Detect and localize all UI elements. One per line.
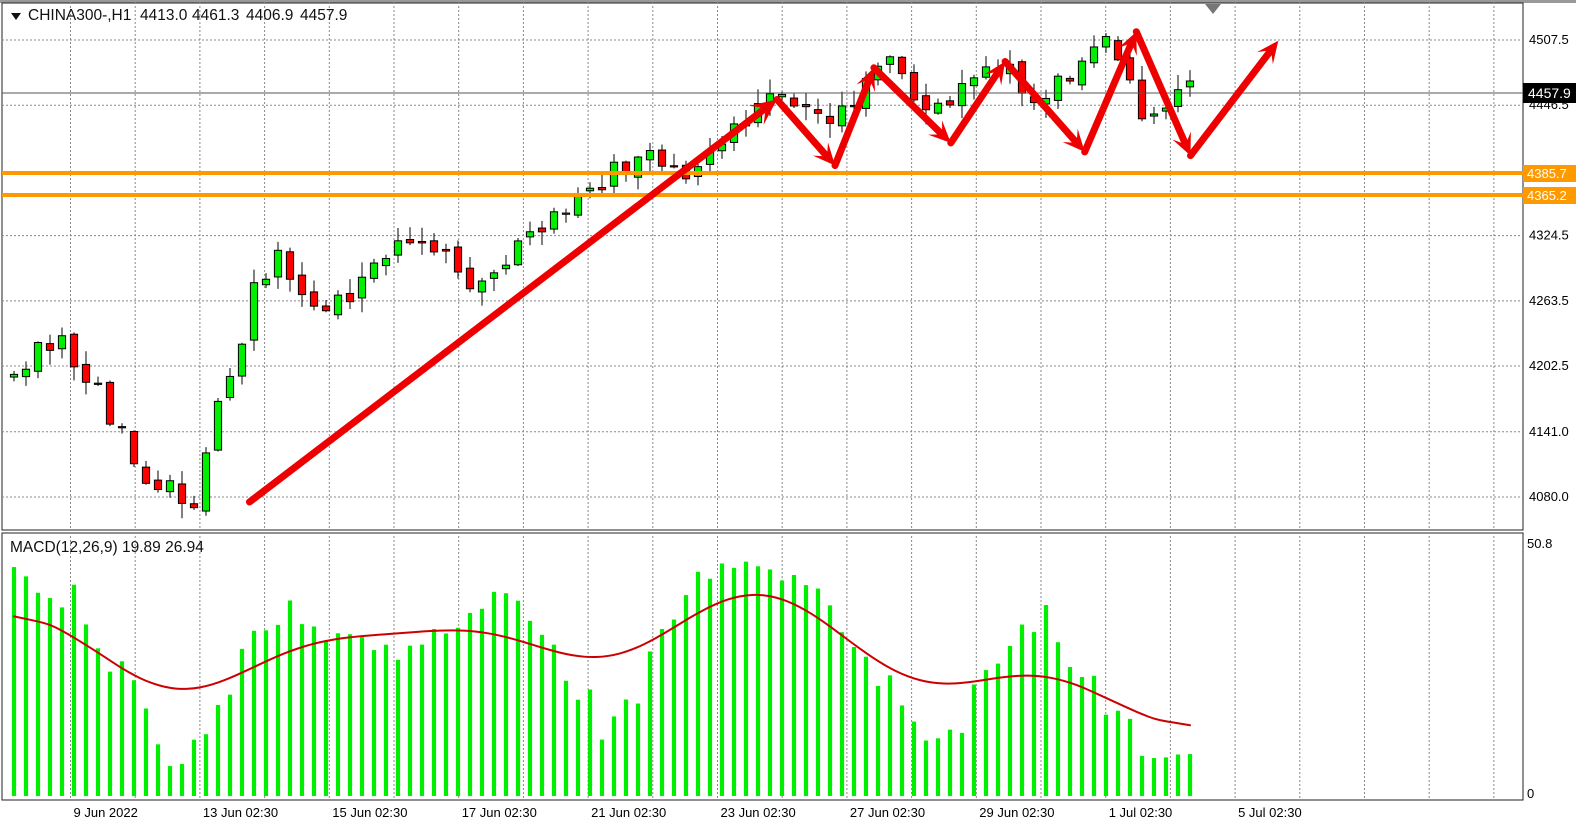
svg-text:4202.5: 4202.5	[1529, 358, 1569, 373]
svg-text:4263.5: 4263.5	[1529, 293, 1569, 308]
svg-text:1 Jul 02:30: 1 Jul 02:30	[1109, 805, 1173, 820]
svg-text:4365.2: 4365.2	[1527, 188, 1567, 203]
svg-text:MACD(12,26,9) 19.89 26.94: MACD(12,26,9) 19.89 26.94	[10, 539, 204, 556]
svg-text:17 Jun 02:30: 17 Jun 02:30	[462, 805, 537, 820]
svg-text:4507.5: 4507.5	[1529, 32, 1569, 47]
svg-text:29 Jun 02:30: 29 Jun 02:30	[979, 805, 1054, 820]
svg-text:0: 0	[1527, 786, 1534, 801]
svg-text:CHINA300-,H1: CHINA300-,H1	[28, 7, 131, 24]
svg-text:4457.9: 4457.9	[300, 7, 347, 24]
svg-text:27 Jun 02:30: 27 Jun 02:30	[850, 805, 925, 820]
svg-text:4324.5: 4324.5	[1529, 228, 1569, 243]
svg-text:13 Jun 02:30: 13 Jun 02:30	[203, 805, 278, 820]
svg-text:4406.9: 4406.9	[246, 7, 293, 24]
svg-text:23 Jun 02:30: 23 Jun 02:30	[721, 805, 796, 820]
svg-text:4461.3: 4461.3	[192, 7, 239, 24]
svg-text:4385.7: 4385.7	[1527, 166, 1567, 181]
svg-text:50.8: 50.8	[1527, 536, 1552, 551]
svg-text:4413.0: 4413.0	[140, 7, 188, 24]
svg-text:4457.9: 4457.9	[1528, 85, 1571, 101]
svg-text:15 Jun 02:30: 15 Jun 02:30	[332, 805, 407, 820]
svg-text:9 Jun 2022: 9 Jun 2022	[74, 805, 138, 820]
svg-text:21 Jun 02:30: 21 Jun 02:30	[591, 805, 666, 820]
svg-text:4080.0: 4080.0	[1529, 489, 1569, 504]
svg-text:4141.0: 4141.0	[1529, 424, 1569, 439]
svg-text:5 Jul 02:30: 5 Jul 02:30	[1238, 805, 1302, 820]
